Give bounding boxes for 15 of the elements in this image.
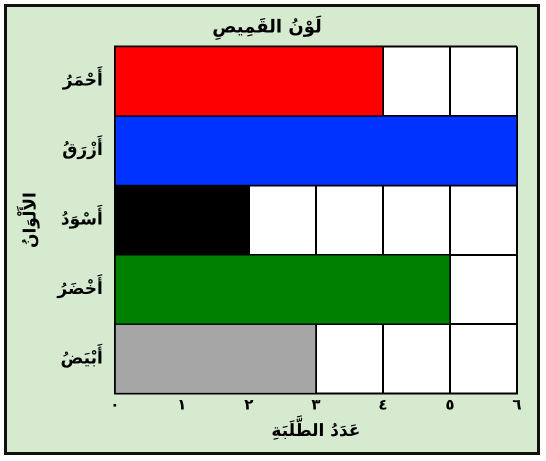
y-tick-label: أَبْيَضُ [60,342,103,368]
y-tick-label: أَخْضَرُ [56,273,103,299]
x-axis-title: عَدَدُ الطَّلَبَةِ [271,414,360,442]
x-tick-label: ٢ [244,395,254,414]
y-axis-title: الأَلْوَانُ [16,192,41,248]
x-tick-label: ٥ [445,395,455,414]
x-tick-label: ٣ [311,395,320,414]
x-tick-label: ١ [177,395,186,414]
y-tick-label: أَزْرَقُ [62,134,103,160]
chart-title: لَوْنُ القَمِيصِ [212,14,322,41]
x-tick-label: ٠ [110,395,120,414]
x-tick-label: ٦ [512,395,522,414]
y-tick-label: أَحْمَرُ [62,65,103,91]
x-tick-label: ٤ [378,395,388,414]
y-tick-label: أَسْوَدُ [60,204,103,230]
